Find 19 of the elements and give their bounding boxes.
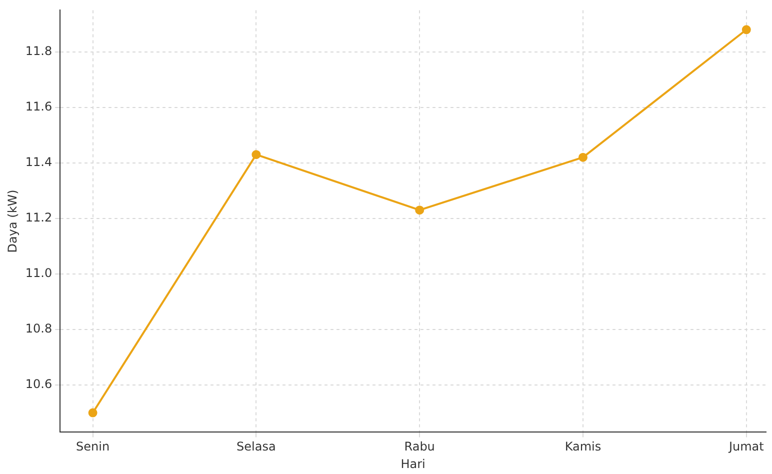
point: [578, 152, 588, 162]
x-axis-title: Hari: [400, 456, 426, 471]
y-tick-label: 11.8: [25, 44, 52, 58]
x-tick-label: Kamis: [564, 440, 602, 454]
y-tick-label: 11.6: [25, 99, 52, 114]
x-tick-label: Senin: [76, 440, 110, 454]
point: [415, 206, 424, 215]
y-tick-label: 11.0: [25, 266, 52, 280]
x-tick-label: Jumat: [728, 440, 764, 454]
x-tick-label: Rabu: [404, 440, 435, 454]
point: [88, 408, 98, 418]
y-tick-label: 10.8: [25, 322, 52, 336]
y-tick-label: 11.2: [25, 210, 52, 225]
y-tick-label: 11.4: [25, 155, 52, 170]
y-axis-title: Daya (kW): [5, 190, 20, 253]
point: [742, 25, 751, 34]
point: [252, 150, 261, 160]
x-tick-label: Selasa: [236, 440, 276, 454]
y-tick-label: 10.6: [25, 377, 52, 392]
